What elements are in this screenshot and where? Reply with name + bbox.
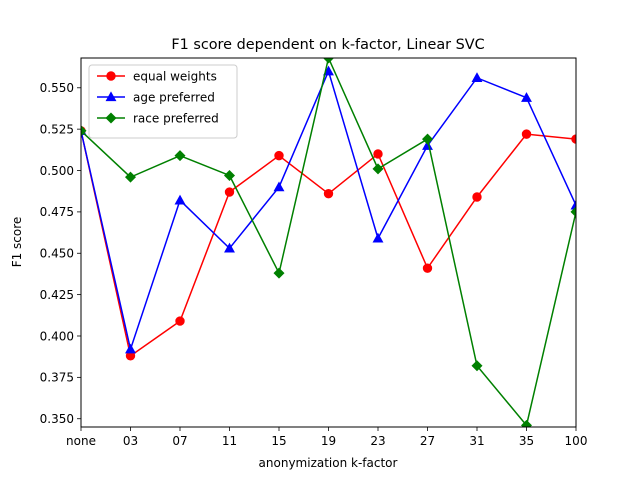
series-line xyxy=(81,58,576,427)
x-axis-label: anonymization k-factor xyxy=(259,456,398,470)
data-point xyxy=(372,163,384,175)
data-point xyxy=(471,72,483,83)
legend-entry: race preferred xyxy=(97,111,219,125)
legend-label: race preferred xyxy=(133,111,219,125)
y-tick-label: 0.350 xyxy=(40,412,74,426)
x-tick-label: 31 xyxy=(469,434,484,448)
x-tick-label: 23 xyxy=(370,434,385,448)
data-point xyxy=(323,188,334,199)
x-tick-label: 15 xyxy=(271,434,286,448)
x-tick-label: 100 xyxy=(565,434,588,448)
x-tick-label: none xyxy=(66,434,96,448)
data-point xyxy=(273,267,285,279)
legend-marker xyxy=(105,112,117,124)
data-point xyxy=(174,194,186,205)
data-point xyxy=(570,206,576,218)
data-point xyxy=(224,242,235,253)
x-tick-label: 19 xyxy=(321,434,336,448)
series-line xyxy=(81,130,576,358)
x-tick-label: 07 xyxy=(172,434,187,448)
y-tick-label: 0.425 xyxy=(40,288,74,302)
data-point xyxy=(422,263,433,273)
y-tick-label: 0.525 xyxy=(40,122,74,136)
data-point xyxy=(520,419,533,427)
data-point xyxy=(125,343,136,354)
y-axis-label: F1 score xyxy=(10,217,24,268)
data-point xyxy=(273,181,285,192)
legend-box xyxy=(88,64,238,139)
legend: equal weights age preferred race preferred xyxy=(88,64,238,139)
series-equal-weights xyxy=(81,126,576,361)
legend-entry: equal weights xyxy=(97,69,217,83)
data-point xyxy=(322,58,335,64)
data-point xyxy=(124,171,137,183)
y-tick-label: 0.400 xyxy=(40,329,74,343)
legend-label: equal weights xyxy=(133,69,217,83)
x-tick-label: 03 xyxy=(123,434,138,448)
data-point xyxy=(421,133,434,145)
data-point xyxy=(570,199,576,210)
data-point xyxy=(274,150,284,161)
legend-entry: age preferred xyxy=(97,90,215,104)
data-point xyxy=(81,125,87,137)
data-point xyxy=(174,150,186,162)
data-point xyxy=(372,232,384,243)
data-point xyxy=(521,92,532,102)
y-tick-label: 0.375 xyxy=(40,371,74,385)
x-axis: none 03 07 11 15 19 23 27 31 35 100 xyxy=(66,427,587,448)
y-axis: 0.350 0.375 0.400 0.425 0.450 0.475 0.500 0.525… xyxy=(40,81,81,426)
data-point xyxy=(223,169,236,181)
legend-marker xyxy=(105,91,117,102)
data-point xyxy=(175,316,185,326)
series-race-preferred xyxy=(81,58,576,427)
x-tick-label: 35 xyxy=(519,434,534,448)
chart-title: F1 score dependent on k-factor, Linear S… xyxy=(171,37,484,53)
y-tick-label: 0.475 xyxy=(40,205,74,219)
y-tick-label: 0.550 xyxy=(40,81,74,95)
y-tick-label: 0.500 xyxy=(40,164,74,178)
x-tick-label: 11 xyxy=(222,434,237,448)
legend-marker xyxy=(106,71,116,81)
data-point xyxy=(521,129,532,139)
data-point xyxy=(472,192,482,202)
data-point xyxy=(471,360,483,372)
data-point xyxy=(373,149,383,159)
series-layer xyxy=(81,58,576,427)
series-age-preferred xyxy=(81,65,576,354)
x-tick-label: 27 xyxy=(420,434,435,448)
y-tick-label: 0.450 xyxy=(40,247,74,261)
data-point xyxy=(224,187,235,197)
legend-label: age preferred xyxy=(133,90,215,104)
